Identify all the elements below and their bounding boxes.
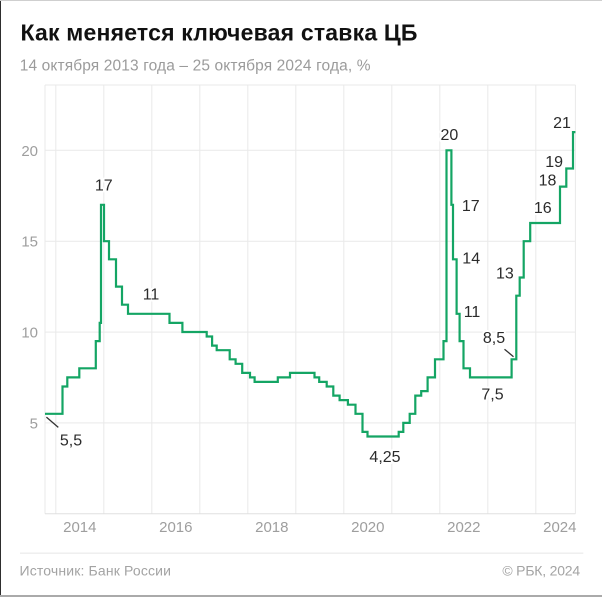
svg-text:Как меняется ключевая ставка Ц: Как меняется ключевая ставка ЦБ	[21, 19, 418, 45]
svg-text:18: 18	[539, 172, 557, 189]
svg-text:16: 16	[534, 200, 552, 217]
svg-text:11: 11	[464, 304, 481, 321]
svg-text:15: 15	[21, 234, 38, 251]
svg-text:2016: 2016	[159, 519, 192, 536]
svg-text:20: 20	[441, 127, 459, 144]
svg-text:5: 5	[30, 415, 38, 432]
svg-text:11: 11	[143, 286, 160, 303]
svg-text:2022: 2022	[447, 519, 480, 536]
svg-text:5,5: 5,5	[60, 432, 82, 449]
svg-text:17: 17	[95, 178, 113, 195]
svg-text:2018: 2018	[255, 519, 288, 536]
svg-text:14 октября 2013 года – 25 октя: 14 октября 2013 года – 25 октября 2024 г…	[20, 58, 371, 75]
svg-text:19: 19	[545, 154, 563, 171]
svg-text:4,25: 4,25	[369, 449, 400, 466]
svg-text:© РБК, 2024: © РБК, 2024	[502, 563, 580, 579]
svg-text:2020: 2020	[351, 519, 384, 536]
svg-text:10: 10	[21, 325, 38, 342]
svg-text:21: 21	[553, 115, 571, 132]
svg-text:13: 13	[496, 266, 514, 283]
svg-text:14: 14	[462, 251, 480, 268]
svg-text:17: 17	[462, 198, 480, 215]
svg-text:2024: 2024	[543, 519, 576, 536]
svg-text:7,5: 7,5	[481, 387, 503, 404]
svg-text:8,5: 8,5	[483, 330, 505, 347]
svg-text:2014: 2014	[63, 519, 96, 536]
svg-text:Источник: Банк России: Источник: Банк России	[20, 562, 172, 578]
svg-text:20: 20	[21, 143, 38, 160]
